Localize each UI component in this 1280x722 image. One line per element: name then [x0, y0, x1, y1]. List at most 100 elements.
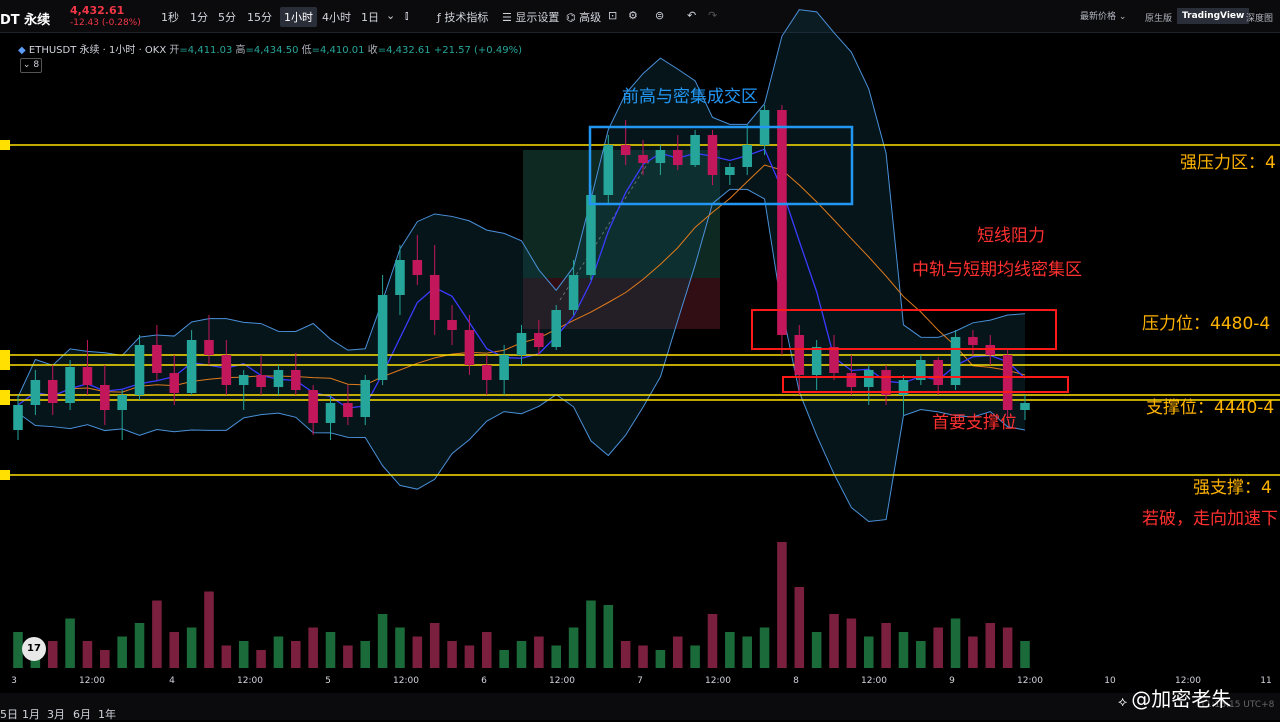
high-label: 高	[235, 45, 246, 56]
candle-body	[811, 347, 822, 375]
interval-1s[interactable]: 1秒	[161, 11, 179, 24]
annotation-resist: 压力位：4480-4	[1142, 314, 1271, 334]
advanced-button[interactable]: ⌬ 高级	[566, 11, 602, 24]
candle-body	[308, 390, 318, 423]
volume-bar	[863, 636, 874, 668]
redo-icon[interactable]: ↷	[708, 9, 718, 22]
top-toolbar: DT 永续 4,432.61 -12.43 (-0.28%) 1秒 1分 5分 …	[0, 0, 1280, 33]
x-tick-label: 9	[949, 676, 955, 686]
chevron-down-icon: ⌄	[22, 60, 31, 70]
x-tick-label: 4	[169, 676, 175, 686]
diamond-logo-icon: ⟡	[1118, 694, 1128, 710]
annotation-short-resist: 短线阻力	[977, 226, 1045, 246]
candle-body	[100, 385, 110, 410]
candle-body	[898, 380, 909, 395]
interval-15m[interactable]: 15分	[247, 11, 272, 24]
prev-high-box	[588, 125, 854, 206]
view-depth[interactable]: 深度图	[1246, 14, 1274, 24]
volume-bar	[620, 641, 631, 668]
level-tag-0	[0, 140, 10, 150]
candle-body	[291, 370, 301, 390]
volume-bar	[377, 614, 388, 668]
volume-bar	[638, 645, 648, 668]
x-tick-label: 12:00	[393, 676, 419, 686]
x-tick-label: 12:00	[549, 676, 575, 686]
period-6m[interactable]: 6月	[73, 708, 91, 721]
level-tag-5	[0, 470, 10, 480]
volume-bar	[221, 645, 232, 668]
display-settings-button[interactable]: ☰ 显示设置	[502, 11, 560, 24]
volume-bar	[916, 641, 926, 668]
undo-icon[interactable]: ↶	[687, 9, 697, 22]
volume-bar	[568, 627, 579, 668]
settings-list-icon: ☰	[502, 11, 512, 24]
annotation-support: 支撑位：4440-4	[1146, 398, 1275, 418]
period-5d[interactable]: 5日	[0, 708, 18, 721]
interval-5m[interactable]: 5分	[218, 11, 236, 24]
candle-body	[82, 367, 93, 385]
chevron-down-icon[interactable]: ⌄	[386, 9, 396, 22]
indicator-button[interactable]: ƒ 技术指标	[437, 11, 489, 24]
x-tick-label: 6	[481, 676, 487, 686]
candle-body	[1020, 403, 1030, 410]
candle-body	[603, 145, 614, 195]
price-type-select[interactable]: 最新价格 ⌄	[1080, 12, 1127, 22]
volume-bar	[534, 636, 544, 668]
volume-bar	[412, 636, 423, 668]
x-tick-label: 12:00	[861, 676, 887, 686]
candle-body	[204, 340, 214, 355]
view-tradingview[interactable]: TradingView	[1177, 8, 1250, 24]
annotation-strong-support: 强支撑：4	[1193, 478, 1272, 498]
x-tick-label: 8	[793, 676, 799, 686]
indicator-count-toggle[interactable]: ⌄ 8	[20, 58, 42, 73]
interval-1m[interactable]: 1分	[190, 11, 208, 24]
volume-bar	[447, 641, 457, 668]
candle-type-icon[interactable]: ⫾	[405, 9, 409, 22]
volume-bar	[1020, 641, 1030, 668]
candle-body	[65, 367, 75, 403]
volume-bar	[811, 632, 822, 668]
snapshot-icon[interactable]: ⊡	[608, 9, 618, 22]
level-tag-4	[0, 395, 10, 405]
volume-bar	[725, 632, 735, 668]
candle-body	[829, 347, 839, 373]
x-tick-label: 11	[1260, 676, 1272, 686]
candle-body	[499, 355, 509, 380]
candle-body	[325, 403, 336, 423]
annotation-prev-high: 前高与密集成交区	[622, 87, 758, 107]
period-3m[interactable]: 3月	[47, 708, 65, 721]
tradingview-logo: 17	[22, 637, 46, 661]
x-tick-label: 12:00	[705, 676, 731, 686]
candle-body	[933, 360, 943, 385]
interval-4h[interactable]: 4小时	[322, 11, 351, 24]
candle-body	[152, 345, 162, 373]
candle-body	[568, 275, 579, 310]
clock: 11:16:15 UTC+8	[1200, 700, 1275, 710]
interval-1d[interactable]: 1日	[361, 11, 379, 24]
volume-bar	[551, 645, 561, 668]
candle-body	[134, 345, 145, 395]
period-1y[interactable]: 1年	[98, 708, 116, 721]
volume-bar	[603, 605, 614, 668]
gear-icon[interactable]: ⚙	[628, 9, 638, 22]
period-1m[interactable]: 1月	[22, 708, 40, 721]
indicator-icon: ƒ	[437, 11, 441, 24]
view-native[interactable]: 原生版	[1145, 14, 1173, 24]
volume-bar	[186, 627, 197, 668]
symbol-name[interactable]: DT 永续	[0, 13, 51, 28]
volume-bar	[325, 632, 336, 668]
close-label: 收	[367, 45, 378, 56]
bollinger-upper	[17, 9, 1026, 398]
close-value: =4,432.61	[377, 45, 431, 56]
compare-icon[interactable]: ⊜	[655, 9, 665, 22]
volume-bar	[65, 618, 75, 668]
volume-bar	[100, 650, 110, 668]
volume-bar	[933, 627, 943, 668]
volume-bar	[690, 645, 700, 668]
volume-bar	[707, 614, 718, 668]
interval-1h[interactable]: 1小时	[280, 7, 317, 27]
volume-bar	[395, 627, 405, 668]
low-value: =4,410.01	[311, 45, 365, 56]
volume-bar	[794, 587, 805, 668]
